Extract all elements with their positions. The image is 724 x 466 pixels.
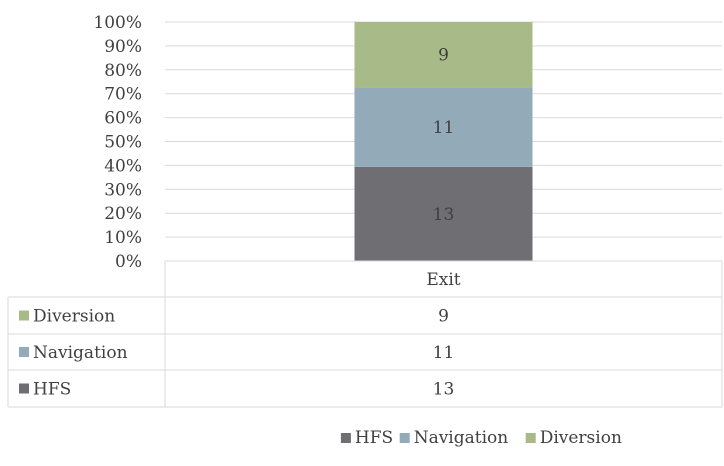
legend-key-navigation [399, 433, 410, 443]
y-tick-label: 80% [104, 61, 142, 81]
legend-key-diversion [525, 433, 536, 443]
y-tick-label: 0% [115, 252, 142, 272]
table-cell-hfs: 13 [433, 380, 455, 400]
table-row-label-diversion: Diversion [33, 307, 115, 327]
bar-segment-hfs [354, 166, 533, 261]
y-tick-label: 60% [104, 109, 142, 129]
table-cell-navigation: 11 [433, 343, 455, 363]
table-legend-key-hfs [19, 383, 29, 394]
data-label-diversion: 9 [438, 46, 449, 66]
legend-label-navigation: Navigation [414, 428, 509, 448]
category-label: Exit [426, 270, 460, 290]
table-cell-diversion: 9 [438, 307, 449, 327]
y-tick-label: 70% [104, 85, 142, 105]
bar-segment-navigation [354, 87, 533, 167]
table-row-label-navigation: Navigation [33, 343, 128, 363]
table-legend-key-diversion [19, 310, 29, 321]
y-tick-label: 90% [104, 37, 142, 57]
y-tick-label: 10% [104, 228, 142, 248]
table-legend-key-navigation [19, 347, 29, 357]
data-label-navigation: 11 [433, 118, 455, 138]
y-tick-label: 40% [104, 156, 142, 176]
y-tick-label: 100% [93, 13, 142, 33]
y-tick-label: 50% [104, 133, 142, 153]
legend-key-hfs [340, 433, 351, 443]
y-tick-label: 30% [104, 180, 142, 200]
legend-label-diversion: Diversion [540, 428, 622, 448]
table-row-label-hfs: HFS [33, 380, 71, 400]
y-tick-label: 20% [104, 204, 142, 224]
data-label-hfs: 13 [433, 205, 455, 225]
legend-label-hfs: HFS [355, 428, 393, 448]
bar-segment-diversion [354, 22, 533, 88]
